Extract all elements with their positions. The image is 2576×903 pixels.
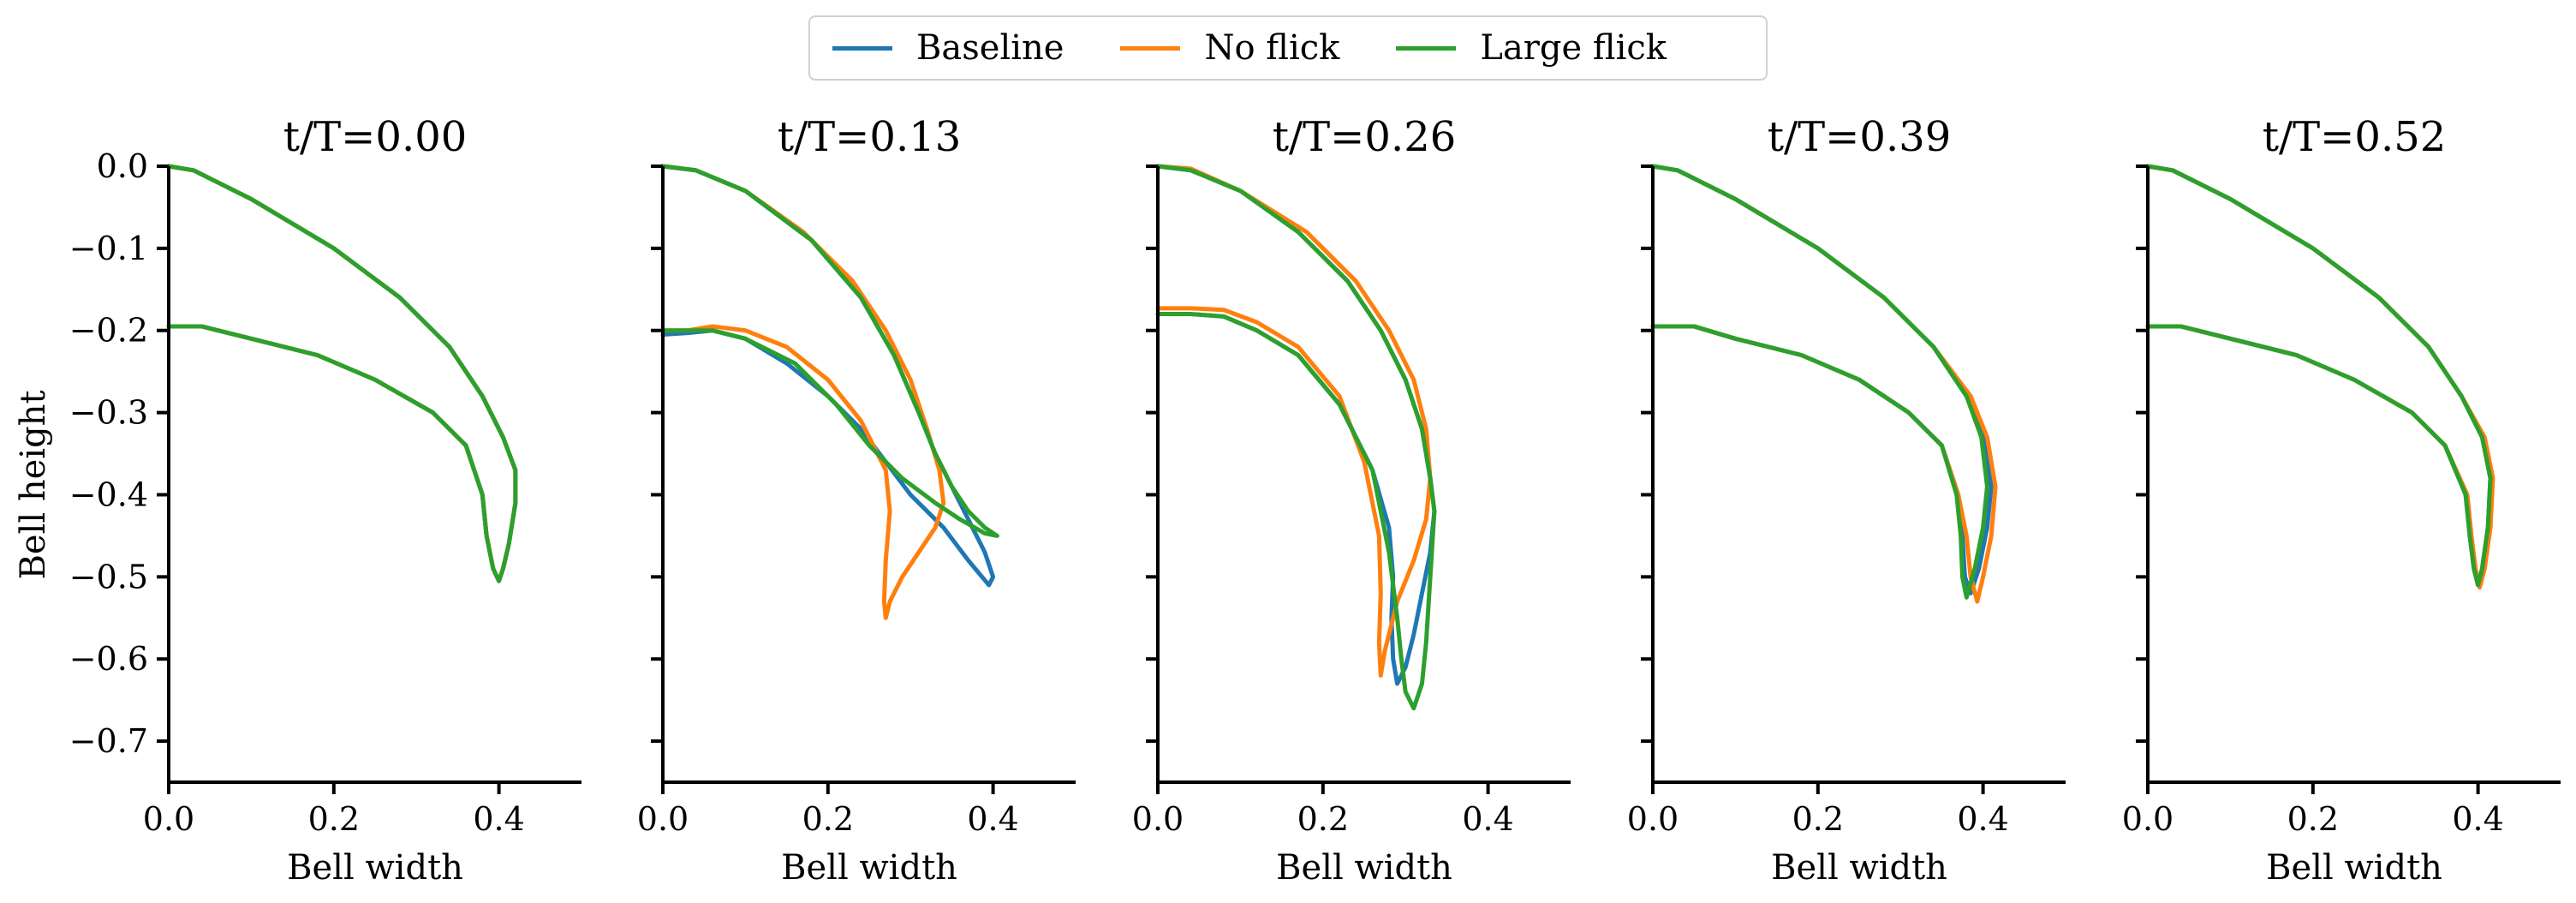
legend-item-no-flick: No flick bbox=[1120, 28, 1339, 68]
x-tick-label-panel-5: 0.4 bbox=[2452, 800, 2503, 838]
x-tick-label-panel-1: 0.0 bbox=[143, 800, 194, 838]
legend-label-no-flick: No flick bbox=[1204, 28, 1340, 68]
panel-2: 0.0 0.2 0.4 Bell width t/T=0.13 bbox=[637, 113, 1076, 888]
legend-swatch-large-flick bbox=[1396, 45, 1457, 51]
x-tick-label-panel-4: 0.4 bbox=[1957, 800, 2008, 838]
series-line-baseline-panel-4 bbox=[1650, 164, 1994, 596]
y-tick-label: −0.2 bbox=[69, 312, 148, 350]
x-tick-label-panel-4: 0.2 bbox=[1792, 800, 1844, 838]
series-line-large-flick-panel-3 bbox=[1155, 164, 1437, 711]
x-tick-label-panel-5: 0.0 bbox=[2122, 800, 2174, 838]
legend-item-baseline: Baseline bbox=[832, 28, 1064, 68]
panel-3: 0.0 0.2 0.4 Bell width t/T=0.26 bbox=[1132, 113, 1571, 888]
series-line-baseline-panel-3 bbox=[1155, 164, 1437, 686]
panel-title-4: t/T=0.39 bbox=[1768, 113, 1952, 161]
x-axis-label-panel-4: Bell width bbox=[1771, 848, 1947, 888]
legend-item-large-flick: Large flick bbox=[1396, 28, 1667, 68]
series-line-no-flick-panel-5 bbox=[2145, 164, 2496, 590]
x-tick-label-panel-2: 0.4 bbox=[967, 800, 1018, 838]
x-tick-label-panel-3: 0.4 bbox=[1462, 800, 1513, 838]
panel-title-2: t/T=0.13 bbox=[778, 113, 962, 161]
y-tick-label: −0.5 bbox=[69, 558, 148, 595]
series-line-baseline-panel-5 bbox=[2145, 164, 2493, 588]
x-axis-label-panel-5: Bell width bbox=[2266, 848, 2442, 888]
panel-title-3: t/T=0.26 bbox=[1273, 113, 1457, 161]
x-tick-label-panel-1: 0.2 bbox=[308, 800, 360, 838]
y-tick-label: 0.0 bbox=[97, 147, 148, 185]
x-tick-label-panel-3: 0.2 bbox=[1297, 800, 1349, 838]
y-tick-label: −0.6 bbox=[69, 640, 148, 678]
series-line-baseline-panel-2 bbox=[660, 164, 996, 588]
y-tick-label: −0.4 bbox=[69, 475, 148, 513]
y-axis-label: Bell height bbox=[14, 390, 53, 579]
panel-4: 0.0 0.2 0.4 Bell width t/T=0.39 bbox=[1627, 113, 2066, 888]
series-line-large-flick-panel-4 bbox=[1650, 164, 1989, 600]
panel-title-5: t/T=0.52 bbox=[2263, 113, 2447, 161]
legend: Baseline No flick Large flick bbox=[808, 15, 1768, 81]
x-tick-label-panel-5: 0.2 bbox=[2287, 800, 2339, 838]
x-axis-label-panel-1: Bell width bbox=[287, 848, 463, 888]
x-tick-label-panel-4: 0.0 bbox=[1627, 800, 1679, 838]
x-tick-label-panel-2: 0.0 bbox=[637, 800, 689, 838]
x-tick-label-panel-2: 0.2 bbox=[802, 800, 854, 838]
legend-swatch-baseline bbox=[832, 45, 892, 51]
series-line-large-flick-panel-1 bbox=[166, 164, 518, 583]
series-line-large-flick-panel-5 bbox=[2145, 164, 2493, 588]
x-tick-label-panel-1: 0.4 bbox=[473, 800, 524, 838]
x-axis-label-panel-2: Bell width bbox=[781, 848, 957, 888]
series-line-large-flick-panel-2 bbox=[660, 164, 999, 538]
x-axis-label-panel-3: Bell width bbox=[1276, 848, 1452, 888]
series-line-baseline-panel-1 bbox=[166, 164, 518, 583]
legend-swatch-no-flick bbox=[1120, 45, 1181, 51]
legend-label-large-flick: Large flick bbox=[1480, 28, 1667, 68]
y-tick-label: −0.7 bbox=[69, 722, 148, 760]
y-tick-label: −0.1 bbox=[69, 230, 148, 267]
x-tick-label-panel-3: 0.0 bbox=[1132, 800, 1184, 838]
series-line-no-flick-panel-2 bbox=[660, 164, 946, 620]
legend-label-baseline: Baseline bbox=[916, 28, 1064, 68]
series-line-no-flick-panel-4 bbox=[1650, 164, 1998, 604]
series-line-no-flick-panel-3 bbox=[1155, 164, 1433, 678]
series-line-no-flick-panel-1 bbox=[166, 164, 518, 583]
panel-title-1: t/T=0.00 bbox=[283, 113, 468, 161]
panel-5: 0.0 0.2 0.4 Bell width t/T=0.52 bbox=[2122, 113, 2561, 888]
panel-1: 0.0 −0.1 −0.2 −0.3 −0.4 −0.5 −0.6 −0.7 0.0 0.2 0.4… bbox=[69, 113, 581, 888]
y-tick-label: −0.3 bbox=[69, 394, 148, 432]
